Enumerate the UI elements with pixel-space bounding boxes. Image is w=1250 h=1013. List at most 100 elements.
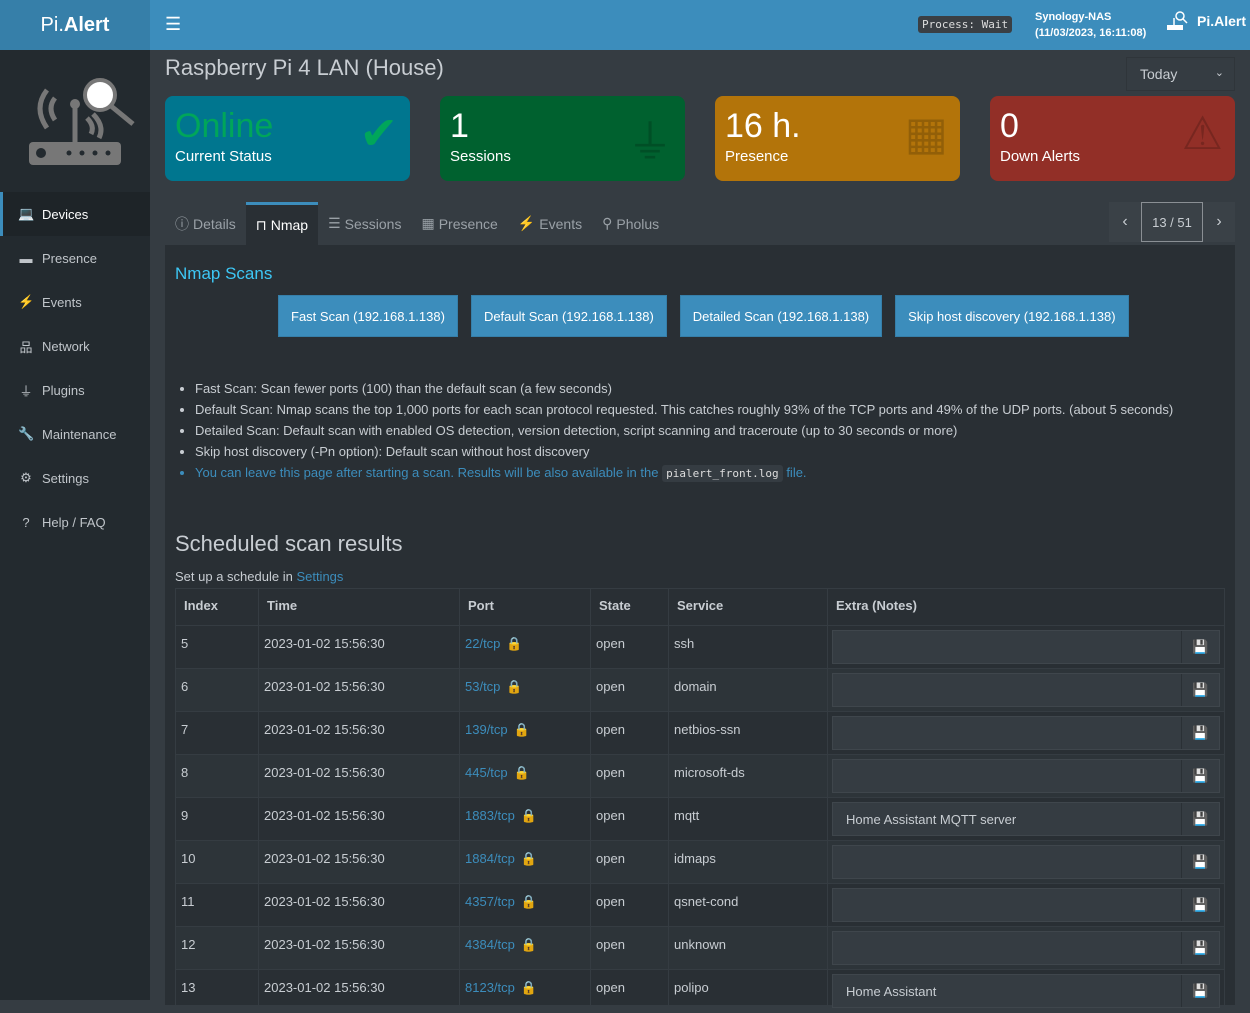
notes-input[interactable] bbox=[833, 889, 1181, 921]
gear-icon: ⚙ bbox=[20, 470, 32, 485]
next-device-button[interactable]: › bbox=[1216, 213, 1222, 230]
port-link[interactable]: 4384/tcp bbox=[465, 937, 515, 952]
notes-input[interactable] bbox=[833, 932, 1181, 964]
menu-toggle-icon[interactable]: ☰ bbox=[165, 14, 182, 34]
table-row: 5 2023-01-02 15:56:30 22/tcp 🔒 open ssh 💾 bbox=[175, 625, 1225, 669]
cell-port: 53/tcp 🔒 bbox=[459, 668, 591, 712]
stat-box-down-alerts[interactable]: 0 Down Alerts ⚠ bbox=[990, 96, 1235, 181]
stat-label: Sessions bbox=[450, 148, 511, 165]
notes-input[interactable] bbox=[833, 846, 1181, 878]
host-time: (11/03/2023, 16:11:08) bbox=[1035, 27, 1147, 39]
sidebar-item-events[interactable]: ⚡ Events bbox=[0, 280, 150, 324]
save-icon[interactable]: 💾 bbox=[1181, 760, 1219, 792]
calendar-icon: ▬ bbox=[19, 250, 33, 266]
port-link[interactable]: 1884/tcp bbox=[465, 851, 515, 866]
column-header[interactable]: Extra (Notes) bbox=[827, 588, 1225, 626]
save-icon[interactable]: 💾 bbox=[1181, 803, 1219, 835]
info-icon: ⓘ bbox=[175, 215, 189, 232]
column-header[interactable]: Index bbox=[175, 588, 259, 626]
port-link[interactable]: 8123/tcp bbox=[465, 980, 515, 995]
notes-input[interactable] bbox=[833, 717, 1181, 749]
process-status-badge: Process: Wait bbox=[918, 16, 1013, 33]
scan-button-1[interactable]: Default Scan (192.168.1.138) bbox=[470, 295, 667, 337]
save-icon[interactable]: 💾 bbox=[1181, 889, 1219, 921]
tab-details[interactable]: ⓘ Details bbox=[165, 202, 246, 245]
period-value: Today bbox=[1140, 66, 1178, 82]
notes-input[interactable] bbox=[833, 674, 1181, 706]
notes-input[interactable]: Home Assistant bbox=[846, 983, 937, 999]
notes-input-group: Home Assistant 💾 bbox=[832, 974, 1220, 1008]
tab-presence[interactable]: ▦ Presence bbox=[411, 202, 507, 245]
settings-link[interactable]: Settings bbox=[296, 569, 344, 584]
tab-pholus[interactable]: ⚲ Pholus bbox=[592, 202, 669, 245]
table-row: 8 2023-01-02 15:56:30 445/tcp 🔒 open microsof… bbox=[175, 754, 1225, 798]
sidebar-item-presence[interactable]: ▬ Presence bbox=[0, 236, 150, 280]
lock-icon: 🔒 bbox=[506, 636, 523, 651]
user-menu[interactable]: Pi.Alert bbox=[1165, 10, 1246, 32]
sidebar-item-plugins[interactable]: ⏚ Plugins bbox=[0, 368, 150, 412]
cell-extra: 💾 bbox=[827, 625, 1225, 669]
lock-icon: 🔒 bbox=[520, 980, 538, 995]
column-header[interactable]: Service bbox=[668, 588, 828, 626]
scan-results-table: Index Time Port State Service Extra (Notes) 5… bbox=[175, 588, 1225, 1013]
column-header[interactable]: State bbox=[590, 588, 669, 626]
nmap-title: Nmap Scans bbox=[175, 264, 273, 283]
save-icon[interactable]: 💾 bbox=[1181, 674, 1219, 706]
tab-events[interactable]: ⚡ Events bbox=[508, 202, 592, 245]
app-logo[interactable]: Pi.Alert bbox=[0, 0, 150, 50]
stat-value: 0 bbox=[1000, 107, 1019, 145]
period-select[interactable]: Today ⌄ bbox=[1126, 57, 1235, 91]
port-link[interactable]: 22/tcp bbox=[465, 636, 501, 651]
port-link[interactable]: 139/tcp bbox=[465, 722, 508, 737]
save-icon[interactable]: 💾 bbox=[1181, 846, 1219, 878]
save-icon[interactable]: 💾 bbox=[1181, 717, 1219, 749]
column-header[interactable]: Port bbox=[459, 588, 591, 626]
sidebar-nav: 💻 Devices ▬ Presence ⚡ Events 品 Network ⏚ Plugins… bbox=[0, 192, 150, 544]
sidebar-item-maintenance[interactable]: 🔧 Maintenance bbox=[0, 412, 150, 456]
save-icon[interactable]: 💾 bbox=[1181, 975, 1219, 1007]
cell-service: idmaps bbox=[668, 840, 828, 884]
tab-nmap[interactable]: ⊓ Nmap bbox=[245, 202, 319, 245]
stat-box-presence[interactable]: 16 h. Presence ▦ bbox=[715, 96, 960, 181]
stat-box-current-status[interactable]: Online Current Status ✔ bbox=[165, 96, 410, 181]
table-row: 13 2023-01-02 15:56:30 8123/tcp 🔒 open polipo… bbox=[175, 969, 1225, 1013]
port-link[interactable]: 4357/tcp bbox=[465, 894, 515, 909]
cell-port: 139/tcp 🔒 bbox=[459, 711, 591, 755]
port-link[interactable]: 1883/tcp bbox=[465, 808, 515, 823]
scan-button-2[interactable]: Detailed Scan (192.168.1.138) bbox=[679, 295, 883, 337]
save-icon[interactable]: 💾 bbox=[1181, 932, 1219, 964]
save-icon[interactable]: 💾 bbox=[1181, 631, 1219, 663]
tab-sessions[interactable]: ☰ Sessions bbox=[318, 202, 411, 245]
cell-extra: Home Assistant 💾 bbox=[827, 969, 1225, 1013]
sidebar-item-devices[interactable]: 💻 Devices bbox=[0, 192, 150, 236]
stat-box-sessions[interactable]: 1 Sessions ⏚ bbox=[440, 96, 685, 181]
notes-input[interactable] bbox=[833, 631, 1181, 663]
scan-button-0[interactable]: Fast Scan (192.168.1.138) bbox=[278, 295, 458, 337]
previous-device-button[interactable]: ‹ bbox=[1122, 213, 1128, 230]
cell-state: open bbox=[590, 754, 669, 798]
lock-icon: 🔒 bbox=[506, 679, 523, 694]
lock-icon: 🔒 bbox=[520, 894, 538, 909]
cell-state: open bbox=[590, 797, 669, 841]
notes-input[interactable]: Home Assistant MQTT server bbox=[846, 811, 1017, 827]
tab-label: Pholus bbox=[616, 215, 660, 232]
sidebar-item-network[interactable]: 品 Network bbox=[0, 324, 150, 368]
sidebar-item-help-faq[interactable]: ? Help / FAQ bbox=[0, 500, 150, 544]
scan-button-3[interactable]: Skip host discovery (192.168.1.138) bbox=[895, 295, 1129, 337]
stat-label: Presence bbox=[725, 148, 789, 165]
cell-state: open bbox=[590, 840, 669, 884]
notes-input-group: 💾 bbox=[832, 673, 1220, 707]
scheduled-title: Scheduled scan results bbox=[175, 531, 403, 556]
cell-port: 1884/tcp 🔒 bbox=[459, 840, 591, 884]
tab-label: Nmap bbox=[270, 217, 309, 233]
notes-input[interactable] bbox=[833, 760, 1181, 792]
port-link[interactable]: 53/tcp bbox=[465, 679, 501, 694]
sidebar-item-settings[interactable]: ⚙ Settings bbox=[0, 456, 150, 500]
table-row: 10 2023-01-02 15:56:30 1884/tcp 🔒 open idmaps… bbox=[175, 840, 1225, 884]
cell-index: 12 bbox=[175, 926, 259, 970]
sidebar-item-label: Maintenance bbox=[42, 426, 117, 442]
cell-extra: Home Assistant MQTT server 💾 bbox=[827, 797, 1225, 841]
column-header[interactable]: Time bbox=[258, 588, 460, 626]
port-link[interactable]: 445/tcp bbox=[465, 765, 508, 780]
device-pager: ‹ 13 / 51 › bbox=[1109, 202, 1235, 242]
